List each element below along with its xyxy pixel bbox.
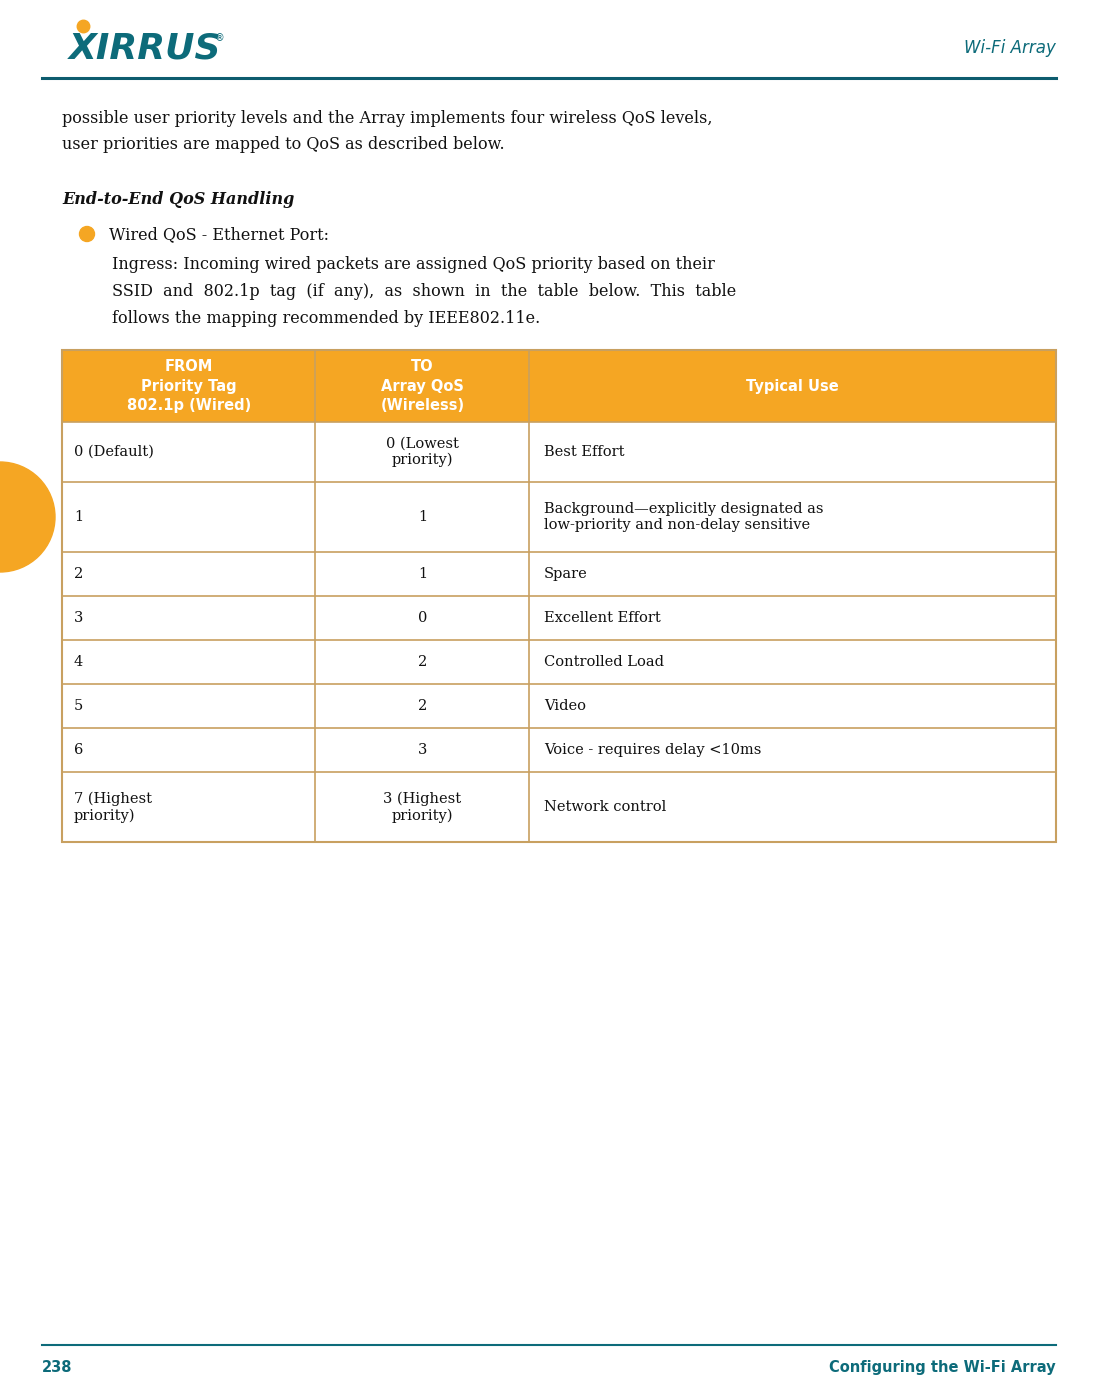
Text: FROM
Priority Tag
802.1p (Wired): FROM Priority Tag 802.1p (Wired) (127, 359, 251, 413)
Text: 1: 1 (74, 510, 83, 523)
Text: possible user priority levels and the Array implements four wireless QoS levels,: possible user priority levels and the Ar… (62, 110, 712, 127)
Text: Ingress: Incoming wired packets are assigned QoS priority based on their: Ingress: Incoming wired packets are assi… (112, 255, 714, 273)
Text: Configuring the Wi-Fi Array: Configuring the Wi-Fi Array (829, 1360, 1056, 1375)
Text: 3 (Highest
priority): 3 (Highest priority) (383, 791, 462, 823)
Text: user priorities are mapped to QoS as described below.: user priorities are mapped to QoS as des… (62, 135, 504, 153)
Text: Spare: Spare (544, 568, 587, 581)
Bar (62, 597, 1056, 639)
Text: Best Effort: Best Effort (544, 445, 625, 458)
Text: Wired QoS - Ethernet Port:: Wired QoS - Ethernet Port: (109, 226, 329, 243)
Text: 5: 5 (74, 699, 83, 713)
Text: ®: ® (216, 33, 224, 43)
Text: Controlled Load: Controlled Load (544, 655, 664, 668)
Bar (62, 482, 1056, 552)
Text: Background—explicitly designated as
low-priority and non-delay sensitive: Background—explicitly designated as low-… (544, 501, 824, 532)
Circle shape (0, 463, 55, 572)
Text: follows the mapping recommended by IEEE802.11e.: follows the mapping recommended by IEEE8… (112, 309, 540, 327)
Text: 4: 4 (74, 655, 83, 668)
Text: 1: 1 (418, 568, 427, 581)
Text: Video: Video (544, 699, 586, 713)
Text: Wi-Fi Array: Wi-Fi Array (964, 39, 1056, 57)
Bar (62, 772, 1056, 842)
Text: 3: 3 (418, 743, 427, 757)
Text: Voice - requires delay <10ms: Voice - requires delay <10ms (544, 743, 761, 757)
Text: 2: 2 (418, 699, 427, 713)
Text: 0: 0 (418, 610, 427, 626)
Bar (62, 349, 1056, 842)
Text: 3: 3 (74, 610, 83, 626)
Text: End-to-End QoS Handling: End-to-End QoS Handling (62, 191, 294, 209)
Text: TO
Array QoS
(Wireless): TO Array QoS (Wireless) (381, 359, 464, 413)
Text: 6: 6 (74, 743, 83, 757)
Bar (62, 423, 1056, 482)
Bar (62, 728, 1056, 772)
Text: 238: 238 (42, 1360, 72, 1375)
Text: XIRRUS: XIRRUS (69, 30, 221, 65)
Bar (62, 639, 1056, 684)
Bar (62, 684, 1056, 728)
Text: 0 (Lowest
priority): 0 (Lowest priority) (386, 436, 458, 467)
Bar (62, 349, 1056, 423)
Text: 2: 2 (74, 568, 83, 581)
Text: 2: 2 (418, 655, 427, 668)
Text: SSID  and  802.1p  tag  (if  any),  as  shown  in  the  table  below.  This  tab: SSID and 802.1p tag (if any), as shown i… (112, 283, 736, 300)
Text: Excellent Effort: Excellent Effort (544, 610, 661, 626)
Circle shape (80, 226, 94, 242)
Text: 0 (Default): 0 (Default) (74, 445, 154, 458)
Text: 1: 1 (418, 510, 427, 523)
Text: Network control: Network control (544, 800, 666, 813)
Text: Typical Use: Typical Use (746, 378, 839, 394)
Bar (62, 552, 1056, 597)
Text: 7 (Highest
priority): 7 (Highest priority) (74, 791, 152, 823)
